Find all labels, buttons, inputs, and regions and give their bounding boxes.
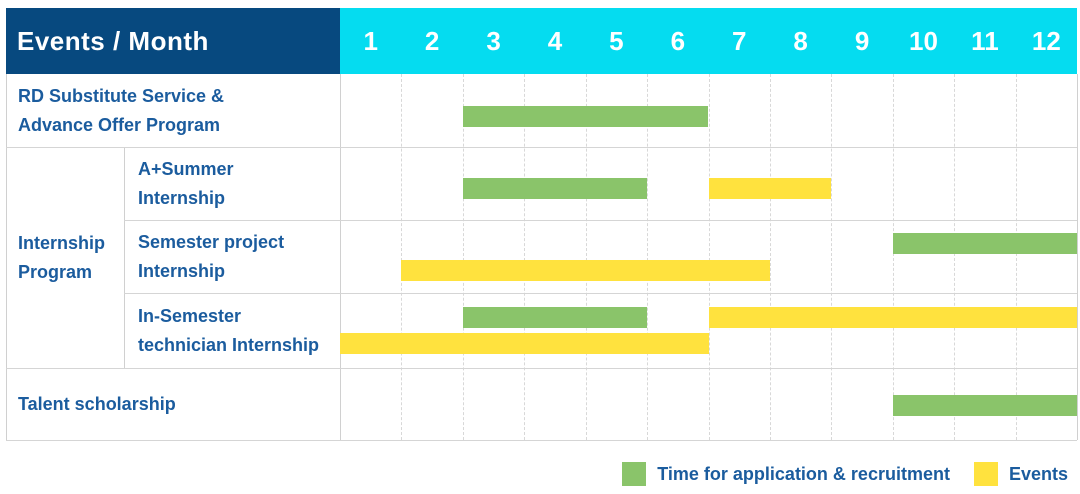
month-grid-line bbox=[647, 74, 649, 440]
row-divider bbox=[6, 368, 1077, 369]
group-column-divider bbox=[124, 147, 125, 368]
gantt-bar-application bbox=[892, 395, 1077, 416]
month-grid-line bbox=[401, 74, 403, 440]
row-label-semester-project: Semester project Internship bbox=[124, 220, 340, 293]
subrow-divider bbox=[124, 220, 1077, 221]
month-label-4: 4 bbox=[547, 25, 563, 56]
row-label-in-semester: In-Semester technician Internship bbox=[124, 293, 340, 368]
month-grid-line bbox=[524, 74, 526, 440]
month-label-5: 5 bbox=[609, 25, 624, 56]
month-header-row: 1 2 3 4 5 6 7 8 9 10 11 12 bbox=[340, 8, 1077, 74]
group-label-internship-program-line: Program bbox=[18, 261, 93, 282]
legend-label-application: Time for application & recruitment bbox=[657, 463, 950, 484]
gantt-bar-application bbox=[462, 106, 709, 127]
month-label-7: 7 bbox=[732, 25, 747, 56]
gantt-bar-application bbox=[462, 307, 648, 328]
month-label-6: 6 bbox=[670, 25, 686, 56]
legend: Time for application & recruitment Events bbox=[622, 461, 1068, 487]
month-grid-line bbox=[892, 74, 894, 440]
row-label-a-summer: A+Summer Internship bbox=[124, 147, 340, 220]
gantt-bar-application bbox=[462, 178, 648, 199]
month-label-10: 10 bbox=[909, 25, 938, 56]
month-label-8: 8 bbox=[793, 25, 808, 56]
month-label-11: 11 bbox=[971, 25, 999, 56]
gantt-bar-events bbox=[708, 307, 1077, 328]
legend-swatch-application bbox=[622, 462, 647, 486]
legend-label-events: Events bbox=[1008, 463, 1068, 484]
gantt-bar-events bbox=[340, 333, 709, 354]
table-header-events-month: Events / Month bbox=[6, 8, 340, 74]
legend-swatch-events bbox=[973, 462, 998, 486]
row-label-a-summer-line: Internship bbox=[138, 187, 226, 208]
row-label-in-semester-line: technician Internship bbox=[138, 334, 320, 355]
table-right-border bbox=[1077, 74, 1078, 440]
row-label-in-semester-line: In-Semester bbox=[138, 305, 242, 326]
row-label-rd-substitute-line: RD Substitute Service & bbox=[18, 85, 225, 106]
month-label-2: 2 bbox=[424, 25, 440, 56]
table-bottom-border bbox=[6, 440, 1077, 441]
month-label-3: 3 bbox=[486, 25, 501, 56]
subrow-divider bbox=[124, 293, 1077, 294]
row-label-rd-substitute-line: Advance Offer Program bbox=[18, 114, 221, 135]
month-grid-line bbox=[831, 74, 833, 440]
month-label-12: 12 bbox=[1031, 25, 1061, 56]
group-label-internship-program: Internship Program bbox=[6, 147, 124, 368]
label-area-divider bbox=[340, 74, 341, 440]
group-label-internship-program-line: Internship bbox=[18, 232, 106, 253]
month-grid-line bbox=[1015, 74, 1017, 440]
table-left-border bbox=[6, 74, 7, 440]
month-grid-line bbox=[708, 74, 710, 440]
gantt-bar-application bbox=[892, 233, 1077, 254]
row-divider bbox=[6, 147, 1077, 148]
row-label-talent-scholarship: Talent scholarship bbox=[6, 368, 340, 440]
row-label-talent-scholarship-line: Talent scholarship bbox=[18, 393, 176, 414]
gantt-bar-events bbox=[401, 260, 770, 281]
row-label-a-summer-line: A+Summer bbox=[138, 158, 234, 179]
month-grid-line bbox=[954, 74, 956, 440]
month-grid-line bbox=[769, 74, 771, 440]
row-label-semester-project-line: Internship bbox=[138, 260, 226, 281]
gantt-bar-events bbox=[708, 178, 832, 199]
month-label-1: 1 bbox=[363, 25, 378, 56]
row-label-semester-project-line: Semester project bbox=[138, 231, 285, 252]
row-label-rd-substitute: RD Substitute Service & Advance Offer Pro… bbox=[6, 74, 340, 147]
month-label-9: 9 bbox=[854, 25, 870, 56]
month-grid-line bbox=[585, 74, 587, 440]
month-grid-line bbox=[462, 74, 464, 440]
